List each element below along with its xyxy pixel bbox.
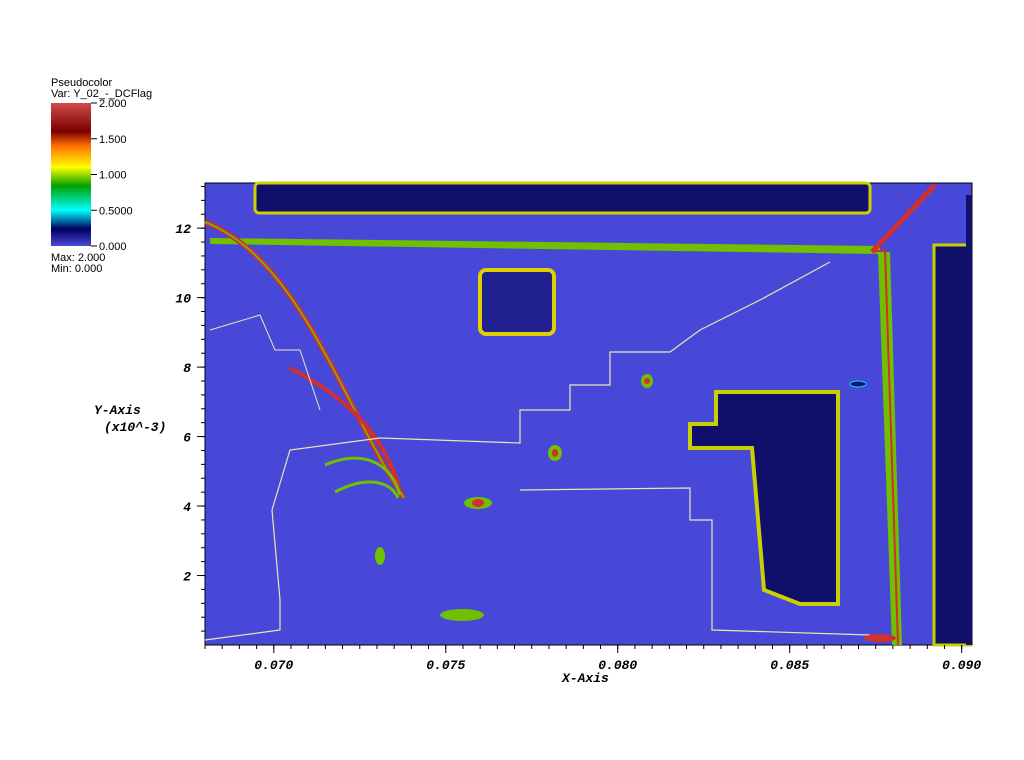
- colorbar: [51, 103, 91, 246]
- plot-area: [204, 181, 973, 647]
- legend-min: Min: 0.000: [51, 263, 103, 275]
- field-right-channel: [932, 243, 972, 647]
- x-tick-label: 0.090: [942, 658, 981, 673]
- x-axis-label: X-Axis: [562, 671, 609, 686]
- y-axis-label: Y-Axis: [94, 403, 141, 418]
- field-background: [204, 182, 973, 646]
- y-tick-label: 10: [175, 292, 191, 307]
- colorbar-tick-label: 2.000: [99, 98, 127, 110]
- x-tick-label: 0.070: [254, 658, 293, 673]
- colorbar-tick-label: 0.000: [99, 241, 127, 253]
- y-tick-label: 8: [183, 361, 191, 376]
- field-green-band: [210, 238, 880, 254]
- field-box: [478, 268, 556, 336]
- legend-var: Var: Y_02_-_DCFlag: [51, 88, 153, 100]
- y-axis-scale: (x10^-3): [104, 420, 167, 435]
- x-tick-label: 0.080: [598, 658, 637, 673]
- y-tick-label: 4: [183, 500, 191, 515]
- colorbar-tick-label: 1.000: [99, 170, 127, 182]
- x-tick-label: 0.085: [770, 658, 809, 673]
- x-tick-label: 0.075: [426, 658, 465, 673]
- legend-max: Max: 2.000: [51, 252, 106, 264]
- legend-title: Pseudocolor: [51, 77, 113, 89]
- field-top-channel: [253, 181, 872, 215]
- field-l-block: [688, 390, 840, 606]
- colorbar-tick-label: 1.500: [99, 134, 127, 146]
- colorbar-tick-label: 0.5000: [99, 205, 133, 217]
- y-tick-label: 12: [175, 222, 191, 237]
- y-tick-label: 2: [183, 570, 191, 585]
- y-tick-label: 6: [183, 431, 191, 446]
